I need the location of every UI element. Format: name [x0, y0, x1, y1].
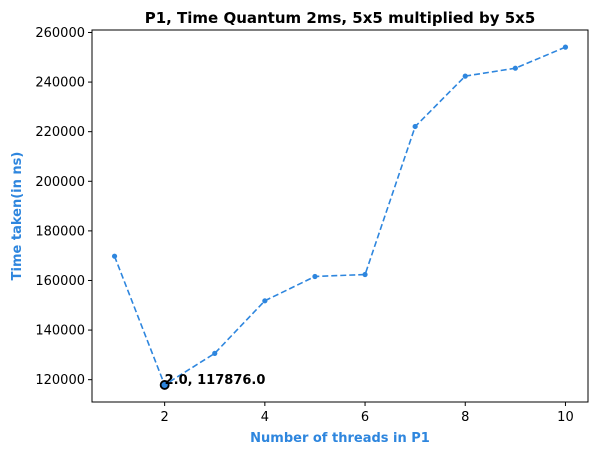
x-axis-label: Number of threads in P1: [250, 431, 430, 446]
x-tick-label: 2: [161, 410, 169, 425]
y-tick-label: 240000: [35, 76, 85, 91]
x-tick-label: 4: [261, 410, 269, 425]
y-tick-label: 160000: [35, 274, 85, 289]
data-point: [512, 65, 518, 71]
data-point: [362, 271, 368, 278]
x-tick-label: 6: [361, 410, 369, 425]
point-annotation: 2.0, 117876.0: [165, 373, 266, 388]
y-tick-label: 220000: [35, 125, 85, 140]
y-tick-label: 140000: [35, 324, 85, 339]
plot-area: [91, 29, 589, 403]
data-point: [111, 253, 118, 259]
highlighted-point: [159, 380, 170, 390]
data-point: [262, 298, 268, 304]
y-tick-label: 260000: [35, 26, 85, 41]
data-point: [412, 123, 418, 130]
y-axis-ticks: 120000 140000 160000 180000 200000 220000 2400…: [35, 26, 92, 388]
y-tick-label: 180000: [35, 224, 85, 239]
data-point: [562, 44, 569, 50]
x-axis-ticks: 2 4 6 8 10: [161, 402, 574, 425]
data-point: [312, 273, 318, 280]
y-axis-label: Time taken(in ns): [10, 152, 25, 281]
series-line: [113, 46, 566, 387]
x-tick-label: 10: [557, 410, 574, 425]
y-tick-label: 120000: [35, 373, 85, 388]
x-tick-label: 8: [461, 410, 469, 425]
y-tick-label: 200000: [35, 175, 85, 190]
data-point: [462, 73, 468, 79]
data-point: [212, 350, 218, 356]
chart-title: P1, Time Quantum 2ms, 5x5 multiplied by …: [145, 9, 536, 27]
